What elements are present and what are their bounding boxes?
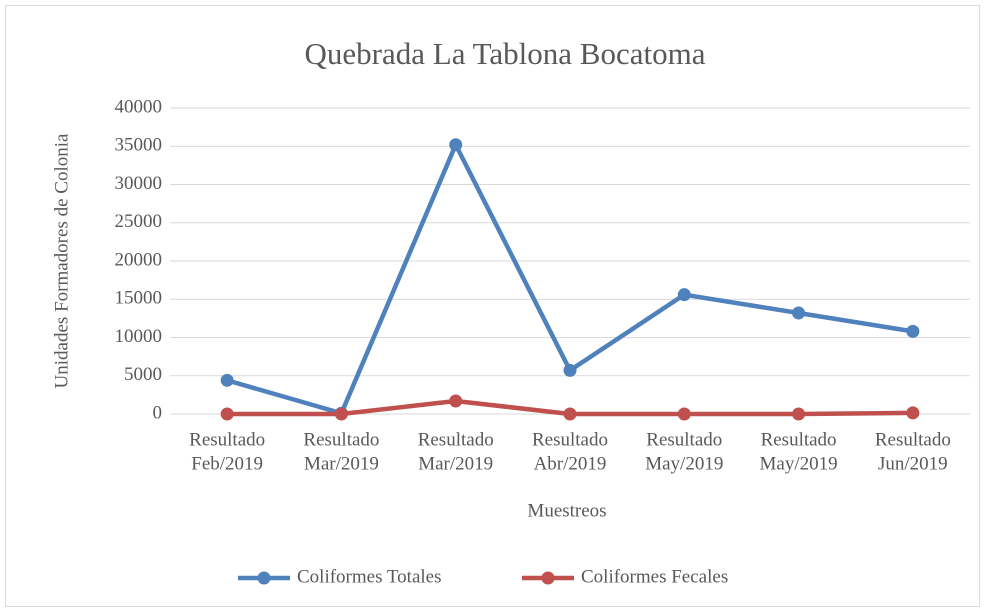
y-tick-label: 25000 [115, 211, 163, 232]
x-tick-label: May/2019 [645, 453, 723, 474]
data-point [563, 407, 577, 421]
data-point [220, 407, 234, 421]
data-point [449, 394, 463, 408]
x-tick-label: May/2019 [760, 453, 838, 474]
y-axis-label: Unidades Formadores de Colonia [51, 133, 72, 388]
x-tick-label: Mar/2019 [418, 453, 493, 474]
y-tick-label: 35000 [115, 135, 163, 156]
x-axis-label: Muestreos [527, 500, 606, 521]
data-point [334, 407, 348, 421]
legend-marker [257, 571, 271, 585]
chart-title: Quebrada La Tablona Bocatoma [305, 36, 706, 71]
data-point [906, 324, 920, 338]
legend-label: Coliformes Totales [297, 566, 442, 587]
x-tick-label: Jun/2019 [878, 453, 948, 474]
data-point [563, 363, 577, 377]
y-tick-label: 10000 [115, 326, 163, 347]
data-point [792, 306, 806, 320]
chart-border [5, 5, 980, 607]
x-tick-label: Mar/2019 [304, 453, 379, 474]
x-tick-label: Resultado [303, 429, 379, 450]
data-point [677, 288, 691, 302]
y-tick-label: 5000 [124, 364, 162, 385]
x-tick-label: Resultado [875, 429, 951, 450]
x-tick-label: Resultado [418, 429, 494, 450]
data-point [906, 406, 920, 420]
legend-label: Coliformes Fecales [581, 566, 728, 587]
legend-marker [541, 571, 555, 585]
x-tick-label: Abr/2019 [534, 453, 607, 474]
x-tick-label: Resultado [189, 429, 265, 450]
data-point [449, 138, 463, 152]
data-point [220, 373, 234, 387]
data-point [792, 407, 806, 421]
x-tick-label: Resultado [532, 429, 608, 450]
y-tick-label: 15000 [115, 288, 163, 309]
y-tick-label: 40000 [115, 96, 163, 117]
data-point [677, 407, 691, 421]
y-tick-label: 30000 [115, 173, 163, 194]
x-tick-label: Resultado [646, 429, 722, 450]
x-tick-label: Feb/2019 [191, 453, 263, 474]
y-tick-label: 0 [153, 402, 163, 423]
series [220, 394, 920, 421]
y-tick-label: 20000 [115, 249, 163, 270]
x-tick-label: Resultado [761, 429, 837, 450]
